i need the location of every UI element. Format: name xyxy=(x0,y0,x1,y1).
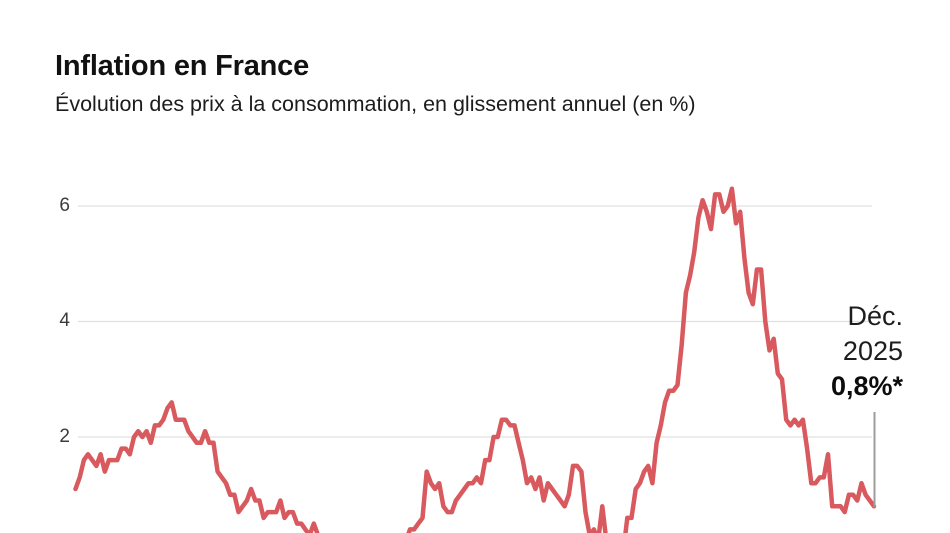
inflation-line-series xyxy=(73,186,877,533)
annotation-value: 0,8%* xyxy=(830,371,903,401)
chart-subtitle: Évolution des prix à la consommation, en… xyxy=(55,92,696,116)
latest-value-annotation: Déc. 2025 0,8%* xyxy=(831,299,903,404)
horizontal-gridlines xyxy=(78,205,872,438)
annotation-period-year: 2025 xyxy=(842,336,903,366)
y-axis-tick-6: 6 xyxy=(59,195,70,216)
y-axis-tick-2: 2 xyxy=(59,426,70,447)
annotation-period-month: Déc. xyxy=(847,301,903,331)
page-title: Inflation en France xyxy=(55,50,310,82)
y-axis-tick-4: 4 xyxy=(59,310,70,331)
